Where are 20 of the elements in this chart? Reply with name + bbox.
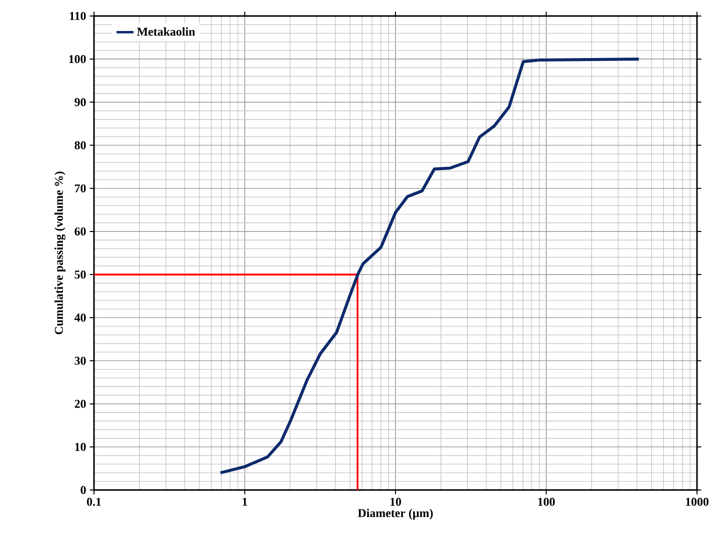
y-tick-label: 40	[74, 314, 86, 322]
legend-label: Metakaolin	[136, 27, 196, 36]
y-tick-label: 100	[69, 55, 86, 64]
y-tick-label: 30	[74, 356, 86, 365]
y-tick-label: 80	[74, 141, 86, 150]
y-tick-label: 0	[80, 486, 86, 494]
x-tick-label: 100	[538, 498, 555, 506]
y-tick-label: 50	[74, 270, 86, 279]
x-tick-label: 10	[390, 498, 402, 506]
x-tick-label: 1	[242, 498, 248, 506]
x-tick-label: 1000	[686, 498, 708, 506]
y-tick-label: 110	[70, 12, 86, 20]
x-axis-title: Diameter (µm)	[358, 508, 433, 520]
x-tick-label: 0.1	[86, 498, 101, 506]
y-tick-label: 60	[74, 227, 86, 236]
y-tick-label: 20	[74, 400, 86, 408]
y-tick-label: 10	[75, 442, 86, 451]
y-axis-title: Cumulative passing (volume %)	[54, 172, 66, 334]
y-tick-label: 70	[74, 184, 86, 192]
y-tick-label: 90	[74, 98, 86, 106]
